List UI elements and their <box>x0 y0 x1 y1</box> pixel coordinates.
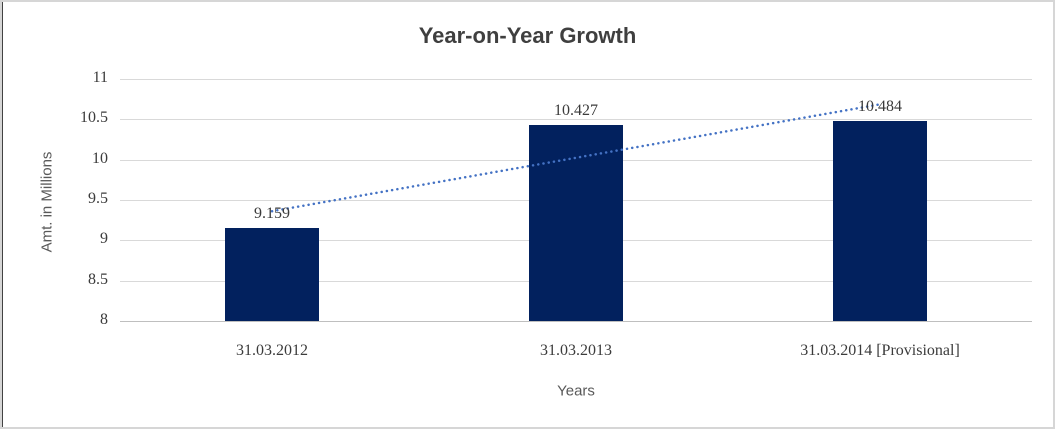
y-tick-label: 10 <box>92 149 108 167</box>
x-tick-label: 31.03.2013 <box>540 342 612 359</box>
y-tick-label: 8 <box>100 311 108 328</box>
bar-value-label: 10.484 <box>858 97 902 115</box>
x-axis-line <box>120 321 1032 322</box>
y-tick-label: 9.5 <box>88 190 108 207</box>
x-tick-label: 31.03.2014 [Provisional] <box>800 342 960 359</box>
y-axis-title: Amt. in Millions <box>38 151 56 253</box>
frame-left-border <box>2 2 3 427</box>
y-tick-label: 10.5 <box>80 109 108 127</box>
bar <box>225 227 319 321</box>
bar <box>833 120 927 321</box>
y-tick-label: 9 <box>100 230 108 248</box>
chart-title: Year-on-Year Growth <box>418 23 637 48</box>
x-tick-label: 31.03.2012 <box>236 342 308 359</box>
y-tick-label: 8.5 <box>88 270 108 288</box>
bar-value-label: 10.427 <box>554 102 598 120</box>
bar <box>529 125 623 321</box>
y-tick-label: 11 <box>92 69 108 86</box>
bar-value-label: 9.159 <box>254 204 290 222</box>
x-axis-title: Years <box>557 382 595 400</box>
gridline <box>120 79 1032 80</box>
